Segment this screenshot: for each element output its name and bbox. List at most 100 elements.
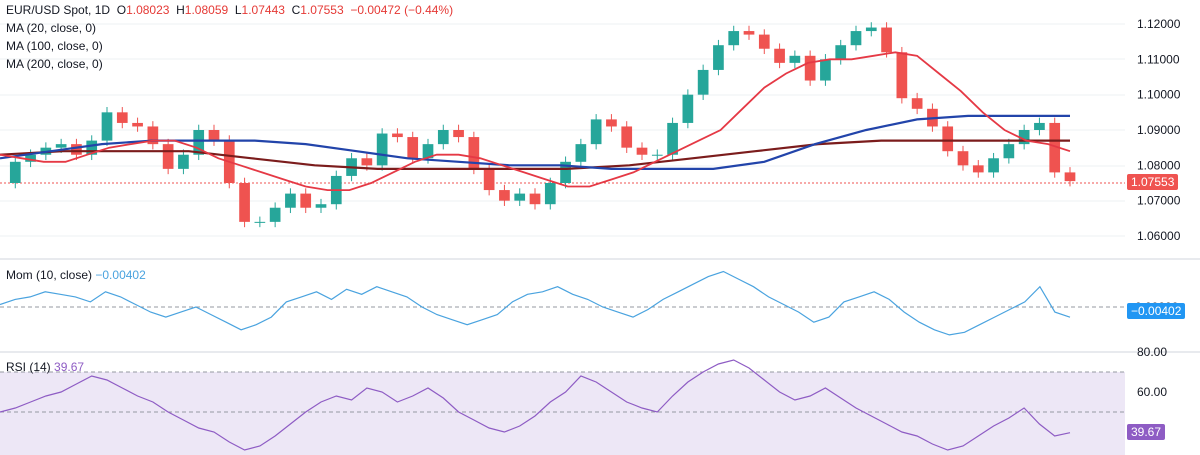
candle-body [178,154,189,169]
candle-body [544,183,556,205]
last-price-tag: 1.07553 [1127,174,1179,190]
mom-legend[interactable]: Mom (10, close) −0.00402 [6,268,146,282]
mom-line [0,270,1071,336]
open-label: O [116,3,127,17]
price-tick: 1.09000 [1137,123,1181,137]
rsi-legend-label: RSI (14) [6,360,51,374]
candle-body [132,122,143,127]
candle-body [1064,172,1076,182]
candle-body [300,193,312,208]
candle-body [590,119,602,145]
candle-body [667,122,678,155]
candle-body [804,55,816,81]
price-tick: 1.11000 [1137,52,1180,66]
mom-legend-label: Mom (10, close) [6,268,93,282]
candle-body [25,154,36,162]
candle-body [606,119,617,127]
rsi-value-tag: 39.67 [1127,424,1166,440]
candle-body [376,133,388,166]
candle-body [86,140,98,155]
candle-body [774,48,785,63]
candle-body [1034,122,1045,130]
price-tick: 1.08000 [1137,158,1181,172]
candle-body [71,144,82,155]
candle-body [514,193,526,201]
candle-body [789,55,801,63]
candle-body [728,31,740,46]
candle-body [621,126,633,148]
candle-body [468,137,480,169]
candle-body [988,158,999,173]
ma20-legend[interactable]: MA (20, close, 0) [6,21,97,35]
ma20-line [0,51,1071,191]
candle-body [1049,122,1061,173]
mom-legend-value: −0.00402 [95,268,146,282]
candle-body [422,144,434,159]
candle-body [651,154,663,156]
candle-body [957,151,969,166]
header-ohlc: EUR/USD Spot, 1D O1.08023 H1.08059 L1.07… [6,3,453,17]
candle-body [269,207,281,222]
candle-body [911,98,923,109]
candle-body [116,112,128,123]
candle-body [437,130,449,145]
rsi-axis: 80.00 60.00 [1137,345,1167,399]
candle-body [193,130,205,155]
candle-body [942,126,954,152]
candle-body [743,31,755,35]
price-axis: 1.12000 1.11000 1.10000 1.09000 1.08000 1.070… [1137,17,1181,243]
rsi-line [0,359,1071,451]
price-tick: 1.10000 [1137,88,1181,102]
candle-body [254,221,266,223]
ma200-legend[interactable]: MA (200, close, 0) [6,57,103,71]
candle-body [850,31,862,46]
close-label: C [291,3,301,17]
candle-body [575,144,587,162]
candle-body [972,165,984,173]
low-label: L [234,3,242,17]
grid-lines [0,23,1125,237]
rsi-band [0,372,1125,455]
candle-body [407,137,419,159]
high-value: 1.08059 [184,3,229,17]
candle-body [9,161,21,183]
ma200-line [0,139,1070,170]
candle-body [162,144,174,169]
ma100-line [0,114,1070,170]
candle-body [560,161,571,183]
rsi-legend[interactable]: RSI (14) 39.67 [6,360,84,374]
candle-body [285,193,296,208]
high-label: H [176,3,185,17]
candle-body [392,133,403,138]
candle-body [682,94,694,123]
open-value: 1.08023 [126,3,170,17]
rsi-legend-value: 39.67 [54,360,85,374]
candle-body [55,144,67,148]
low-value: 1.07443 [241,3,285,17]
candle-body [697,69,709,95]
close-value: 1.07553 [300,3,344,17]
candle-body [147,126,159,145]
candle-body [865,27,877,32]
candle-body [239,183,250,222]
price-tick: 1.07000 [1137,194,1181,208]
rsi-tick: 80.00 [1137,345,1167,359]
candle-body [483,168,495,191]
candles [9,22,1076,228]
candle-body [208,130,220,141]
price-tick: 1.06000 [1137,229,1181,243]
ma100-legend[interactable]: MA (100, close, 0) [6,39,103,53]
candle-body [758,34,770,49]
candle-body [1018,130,1030,145]
candle-body [636,147,648,155]
candle-body [896,52,908,99]
rsi-tick: 60.00 [1137,385,1167,399]
candle-body [499,190,510,201]
symbol-title[interactable]: EUR/USD Spot, 1D [6,3,111,17]
mom-value-tag: −0.00402 [1127,303,1186,319]
candle-body [881,27,892,53]
candle-body [820,59,831,81]
price-tick: 1.12000 [1137,17,1181,31]
candle-body [101,112,113,141]
